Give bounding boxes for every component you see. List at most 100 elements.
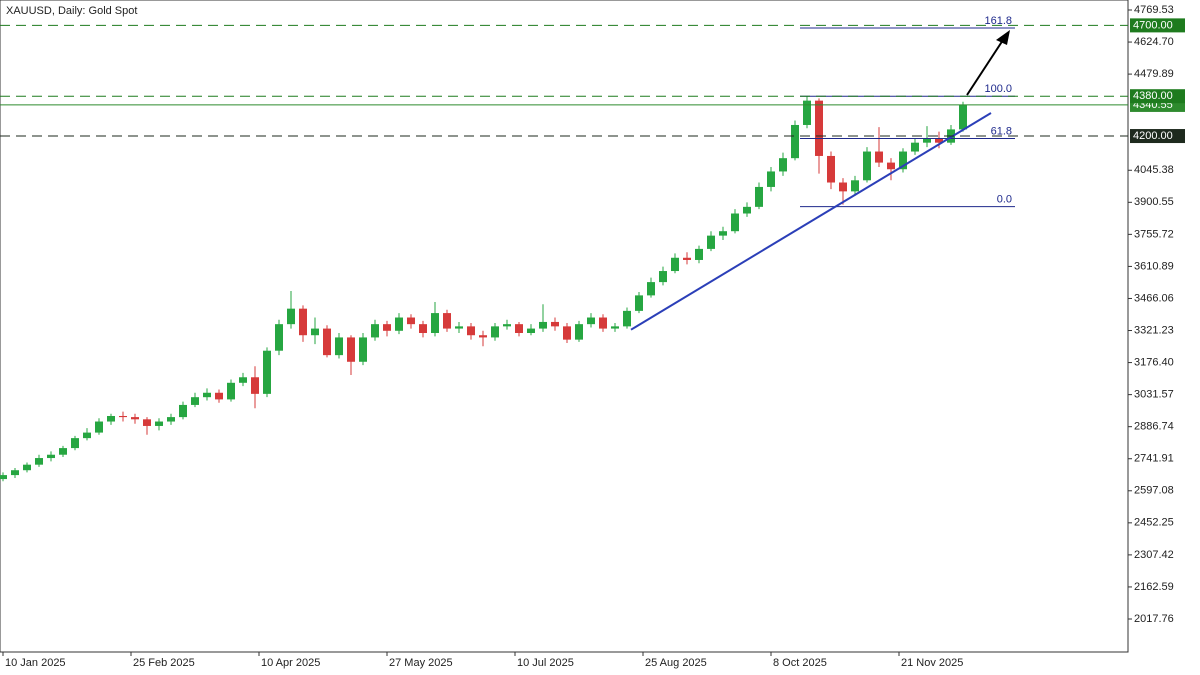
candle-body bbox=[803, 100, 811, 125]
candle-body bbox=[719, 231, 727, 236]
candle-body bbox=[887, 162, 895, 170]
y-tick-label: 3466.06 bbox=[1134, 292, 1174, 304]
candle-body bbox=[587, 317, 595, 325]
level-label: 4380.00 bbox=[1133, 90, 1173, 102]
candle-body bbox=[479, 335, 487, 338]
candle-body bbox=[443, 313, 451, 329]
x-tick-label: 25 Feb 2025 bbox=[133, 657, 195, 669]
y-tick-label: 2162.59 bbox=[1134, 581, 1174, 593]
y-tick-label: 3031.57 bbox=[1134, 389, 1174, 401]
candle-body bbox=[539, 321, 547, 329]
x-tick-label: 8 Oct 2025 bbox=[773, 657, 827, 669]
candle-body bbox=[923, 138, 931, 143]
x-tick-label: 21 Nov 2025 bbox=[901, 657, 963, 669]
y-tick-label: 2017.76 bbox=[1134, 613, 1174, 625]
trendline bbox=[630, 112, 992, 331]
y-tick-label: 2597.08 bbox=[1134, 485, 1174, 497]
candle-body bbox=[143, 419, 151, 426]
candle-body bbox=[131, 417, 139, 420]
fib-label: 61.8 bbox=[991, 125, 1012, 137]
candle-body bbox=[203, 392, 211, 398]
level-label: 4700.00 bbox=[1133, 19, 1173, 31]
candle-body bbox=[959, 105, 967, 130]
candle-body bbox=[491, 326, 499, 338]
y-tick-label: 3755.72 bbox=[1134, 228, 1174, 240]
candle-body bbox=[827, 155, 835, 183]
candle-body bbox=[635, 295, 643, 311]
candle-body bbox=[815, 100, 823, 156]
candle-body bbox=[287, 308, 295, 325]
level-label-box bbox=[1130, 89, 1185, 104]
candle-body bbox=[155, 421, 163, 426]
candle-body bbox=[659, 271, 667, 283]
fib-label: 0.0 bbox=[997, 194, 1012, 206]
candle-body bbox=[179, 404, 187, 418]
level-label-box bbox=[1130, 129, 1185, 144]
plot-frame bbox=[0, 0, 1129, 653]
y-tick-label: 3176.40 bbox=[1134, 356, 1174, 368]
candle-body bbox=[323, 328, 331, 356]
candle-body bbox=[107, 415, 115, 422]
candle-body bbox=[227, 382, 235, 400]
candle-body bbox=[215, 392, 223, 400]
candle-body bbox=[167, 417, 175, 422]
candle-body bbox=[455, 326, 463, 329]
candle-body bbox=[239, 377, 247, 383]
y-tick-label: 4769.53 bbox=[1134, 4, 1174, 16]
arrow bbox=[966, 39, 1004, 96]
candle-body bbox=[71, 438, 79, 449]
y-tick-label: 2307.42 bbox=[1134, 549, 1174, 561]
candle-body bbox=[767, 171, 775, 187]
x-tick-label: 10 Jan 2025 bbox=[5, 657, 66, 669]
candle-body bbox=[359, 337, 367, 362]
candle-body bbox=[59, 448, 67, 455]
candle-body bbox=[935, 138, 943, 143]
candle-body bbox=[23, 464, 31, 471]
fib-label: 161.8 bbox=[984, 15, 1012, 27]
candle-body bbox=[83, 432, 91, 439]
y-tick-label: 3900.55 bbox=[1134, 196, 1174, 208]
candle-body bbox=[755, 186, 763, 207]
chart-title: XAUUSD, Daily: Gold Spot bbox=[6, 5, 137, 17]
candle-body bbox=[371, 324, 379, 338]
candle-body bbox=[743, 206, 751, 214]
candle-body bbox=[899, 151, 907, 170]
candle-body bbox=[35, 458, 43, 465]
candle-body bbox=[191, 397, 199, 405]
candle-body bbox=[791, 124, 799, 159]
candle-body bbox=[419, 324, 427, 334]
candle-body bbox=[839, 182, 847, 192]
y-tick-label: 4479.89 bbox=[1134, 68, 1174, 80]
candle-body bbox=[851, 180, 859, 192]
candle-body bbox=[527, 328, 535, 334]
y-tick-label: 4045.38 bbox=[1134, 164, 1174, 176]
candle-body bbox=[647, 282, 655, 296]
arrow-head bbox=[996, 30, 1010, 45]
x-tick-label: 27 May 2025 bbox=[389, 657, 453, 669]
candle-body bbox=[431, 313, 439, 334]
y-tick-label: 3321.23 bbox=[1134, 324, 1174, 336]
y-tick-label: 2452.25 bbox=[1134, 517, 1174, 529]
candle-body bbox=[467, 326, 475, 336]
candle-body bbox=[911, 142, 919, 152]
candle-body bbox=[611, 326, 619, 329]
candle-body bbox=[299, 308, 307, 336]
candle-body bbox=[407, 317, 415, 325]
candle-body bbox=[623, 310, 631, 327]
candle-body bbox=[95, 421, 103, 433]
candle-body bbox=[503, 324, 511, 327]
candle-body bbox=[683, 257, 691, 260]
candle-body bbox=[11, 470, 19, 476]
fib-label: 100.0 bbox=[984, 83, 1012, 95]
candle-body bbox=[707, 235, 715, 249]
candle-body bbox=[779, 158, 787, 172]
y-tick-label: 2741.91 bbox=[1134, 453, 1174, 465]
candle-body bbox=[263, 350, 271, 394]
y-tick-label: 2886.74 bbox=[1134, 421, 1174, 433]
x-tick-label: 25 Aug 2025 bbox=[645, 657, 707, 669]
candle-body bbox=[863, 151, 871, 181]
level-label: 4200.00 bbox=[1133, 130, 1173, 142]
candle-body bbox=[731, 213, 739, 232]
